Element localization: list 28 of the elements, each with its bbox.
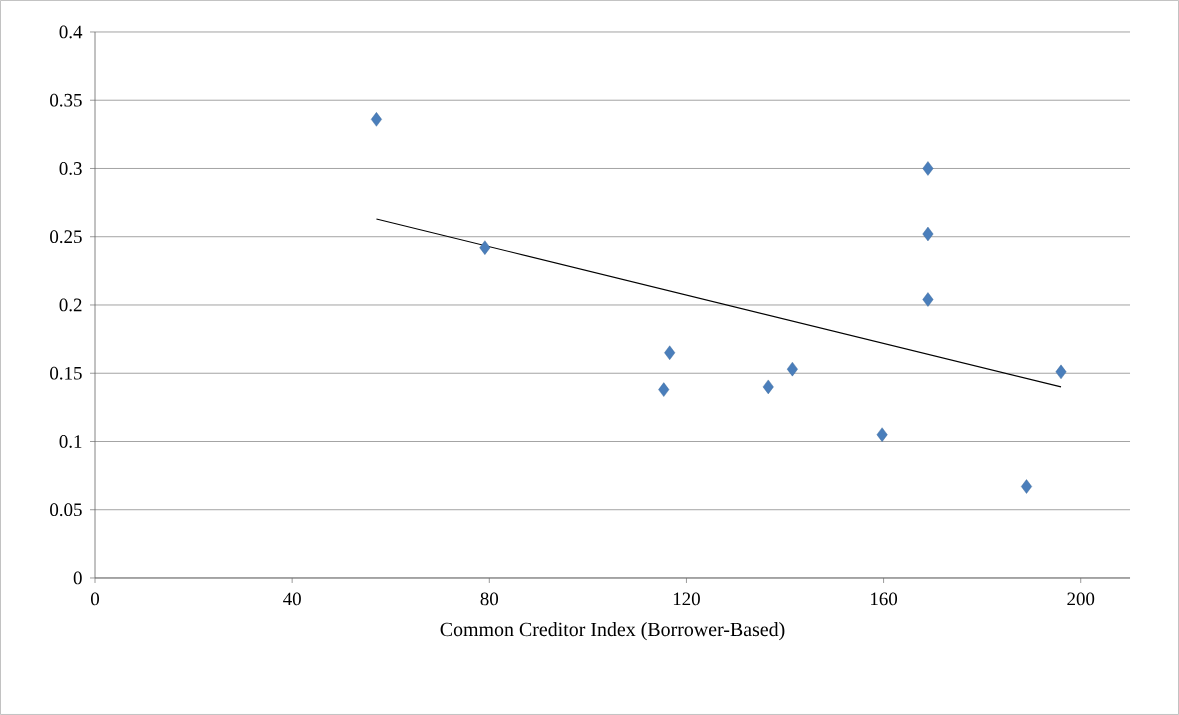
y-tick-label: 0 xyxy=(73,571,82,585)
x-tick-label: 80 xyxy=(480,592,499,606)
y-tick-label: 0.35 xyxy=(50,93,82,107)
y-tick-label: 0.3 xyxy=(59,162,82,175)
point xyxy=(664,345,676,360)
x-tick-label: 200 xyxy=(1067,592,1095,606)
y-tick-label: 0.2 xyxy=(59,298,82,312)
x-tick-label: 120 xyxy=(673,592,700,606)
point xyxy=(658,382,670,397)
x-tick-label: 0 xyxy=(91,592,100,606)
x-axis-title: Common Creditor Index (Borrower-Based) xyxy=(440,622,785,641)
point xyxy=(1021,479,1032,494)
point xyxy=(1055,364,1067,380)
x-tick-label: 160 xyxy=(871,592,898,606)
y-tick-label: 0.15 xyxy=(50,366,82,380)
point xyxy=(922,226,934,242)
point xyxy=(922,292,934,307)
y-tick-label: 0.05 xyxy=(50,503,82,517)
point xyxy=(370,112,382,127)
y-tick-label: 0.4 xyxy=(59,25,83,39)
point xyxy=(876,427,888,442)
x-tick-label: 40 xyxy=(283,592,301,606)
y-tick-label: 0.1 xyxy=(59,435,82,448)
y-tick-label: 0.25 xyxy=(50,230,82,244)
point xyxy=(922,161,934,176)
point xyxy=(786,361,798,377)
point xyxy=(762,379,774,395)
point xyxy=(479,240,491,255)
